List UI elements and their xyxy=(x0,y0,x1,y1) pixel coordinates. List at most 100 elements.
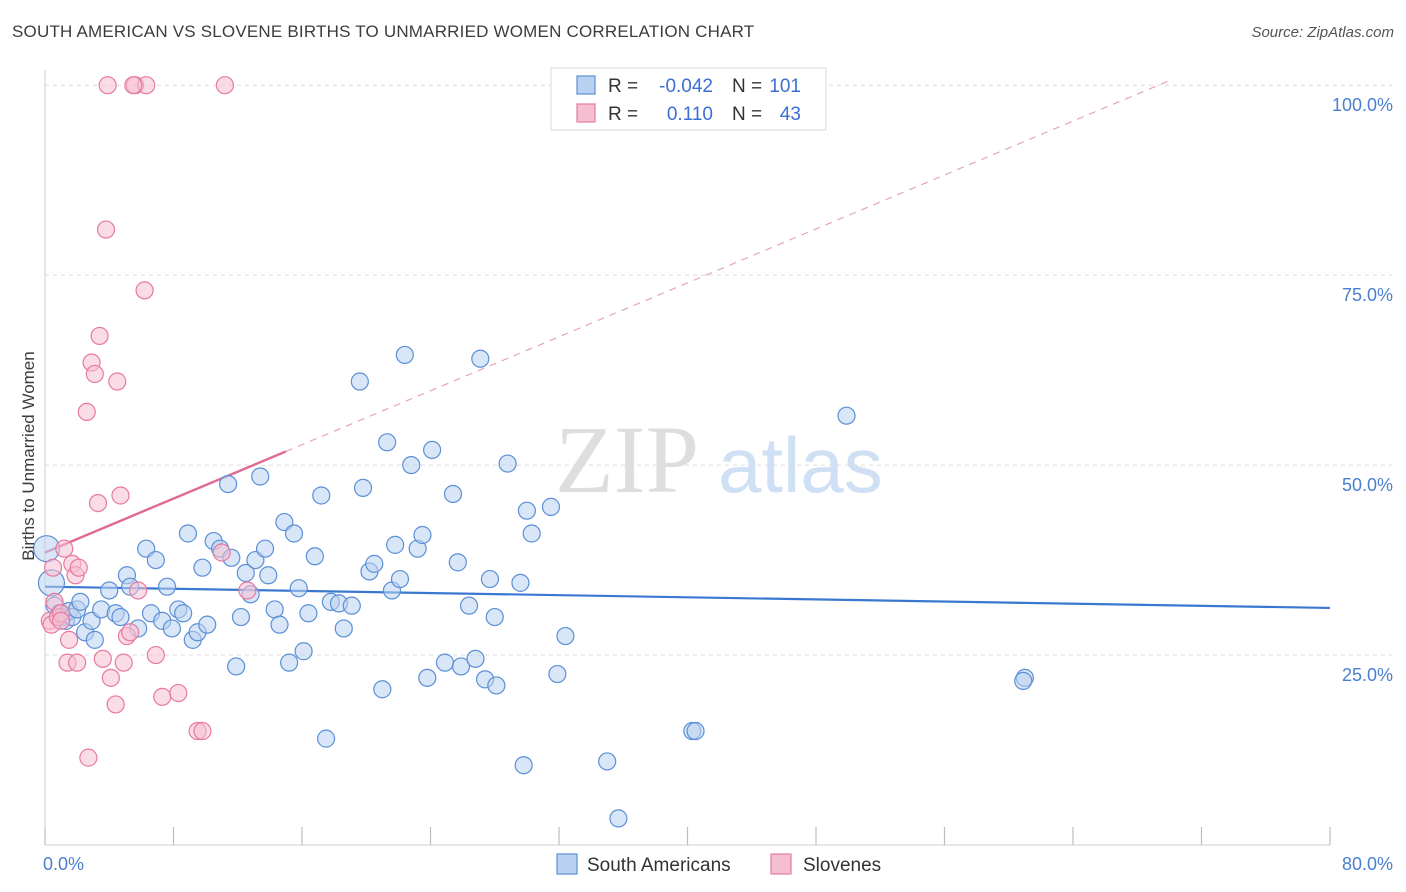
point-south-americans xyxy=(480,569,500,589)
legend-swatch-south-americans xyxy=(576,75,596,95)
legend-n-label-2: N = xyxy=(732,104,762,125)
y-tick-label-50: 50.0% xyxy=(1342,475,1393,495)
point-south-americans xyxy=(219,474,238,494)
point-slovenes xyxy=(43,558,63,577)
point-south-americans xyxy=(174,604,193,623)
point-south-americans xyxy=(609,809,628,828)
point-south-americans xyxy=(418,668,437,687)
point-slovenes xyxy=(59,630,79,649)
point-south-americans xyxy=(378,433,397,452)
point-south-americans xyxy=(270,615,289,634)
point-slovenes xyxy=(88,493,108,513)
point-slovenes xyxy=(238,581,257,600)
point-south-americans xyxy=(111,607,130,627)
point-south-americans xyxy=(541,497,561,516)
x-tick-label-min: 0.0% xyxy=(43,854,84,874)
point-south-americans xyxy=(548,664,567,684)
point-south-americans xyxy=(413,525,432,545)
point-south-americans xyxy=(598,752,617,771)
legend-n-value-1: 101 xyxy=(769,76,801,97)
point-south-americans xyxy=(423,440,442,460)
point-slovenes xyxy=(68,653,87,672)
point-south-americans xyxy=(514,756,533,775)
trend-lines xyxy=(44,80,1331,610)
point-south-americans xyxy=(71,592,90,611)
point-south-americans xyxy=(395,345,414,365)
point-south-americans xyxy=(85,630,104,649)
point-south-americans xyxy=(487,676,506,695)
point-slovenes xyxy=(69,558,88,577)
point-slovenes xyxy=(106,695,125,714)
point-south-americans xyxy=(448,553,467,572)
point-south-americans xyxy=(517,501,536,520)
point-south-americans xyxy=(350,372,369,391)
trend-line-slovenes-extension xyxy=(285,80,1170,452)
data-points xyxy=(33,76,1034,828)
point-south-americans xyxy=(227,657,246,676)
point-slovenes xyxy=(79,748,98,767)
y-tick-label-75: 75.0% xyxy=(1342,285,1393,305)
y-tick-label-25: 25.0% xyxy=(1342,665,1393,685)
point-slovenes xyxy=(77,402,96,422)
point-south-americans xyxy=(255,539,275,558)
bottom-legend-slovenes: Slovenes xyxy=(803,855,881,876)
point-south-americans xyxy=(1014,671,1033,690)
point-slovenes xyxy=(212,543,231,562)
point-south-americans xyxy=(280,653,299,672)
point-south-americans xyxy=(390,569,410,589)
bottom-swatch-slovenes xyxy=(770,853,792,875)
point-slovenes xyxy=(153,687,172,706)
point-south-americans xyxy=(193,558,212,577)
legend-n-value-2: 43 xyxy=(780,104,801,125)
point-slovenes xyxy=(114,653,133,672)
point-slovenes xyxy=(129,581,148,600)
point-south-americans xyxy=(100,581,119,600)
y-tick-label-100: 100.0% xyxy=(1332,95,1393,115)
point-south-americans xyxy=(373,680,392,699)
x-tick-label-max: 80.0% xyxy=(1342,854,1393,874)
point-south-americans xyxy=(231,607,251,627)
point-south-americans xyxy=(251,467,270,486)
point-south-americans xyxy=(157,577,177,596)
point-south-americans xyxy=(402,455,421,475)
point-slovenes xyxy=(51,611,71,630)
point-slovenes xyxy=(85,364,104,384)
point-slovenes xyxy=(90,326,109,346)
point-slovenes xyxy=(108,372,127,391)
point-south-americans xyxy=(265,600,284,619)
point-south-americans xyxy=(334,619,353,638)
point-south-americans xyxy=(259,566,278,585)
point-south-americans xyxy=(162,619,181,638)
point-south-americans xyxy=(198,615,217,634)
point-south-americans xyxy=(353,478,373,497)
point-slovenes xyxy=(93,649,112,668)
tick-labels: 25.0% 50.0% 75.0% 100.0% 0.0% 80.0% xyxy=(43,95,1393,874)
point-slovenes xyxy=(215,76,234,95)
point-south-americans xyxy=(451,657,471,676)
legend-swatch-slovenes xyxy=(576,103,596,123)
legend-r-label-1: R = xyxy=(608,76,638,97)
point-south-americans xyxy=(316,729,336,748)
point-south-americans xyxy=(522,524,541,543)
point-south-americans xyxy=(485,607,504,627)
point-south-americans xyxy=(146,550,165,570)
point-south-americans xyxy=(466,649,485,668)
point-south-americans xyxy=(284,524,304,543)
bottom-legend-south-americans: South Americans xyxy=(587,855,731,876)
point-slovenes xyxy=(55,539,74,558)
y-axis-label: Births to Unmarried Women xyxy=(19,351,38,560)
point-south-americans xyxy=(511,573,530,592)
point-south-americans xyxy=(365,554,384,573)
point-slovenes xyxy=(146,645,165,665)
axes xyxy=(44,70,1331,846)
trend-line-slovenes xyxy=(44,450,287,554)
point-south-americans xyxy=(236,563,255,583)
point-south-americans xyxy=(443,484,463,504)
point-south-americans xyxy=(471,349,490,368)
point-south-americans xyxy=(498,454,517,473)
point-south-americans xyxy=(178,524,198,543)
point-south-americans xyxy=(435,653,455,672)
correlation-legend: R = -0.042 N = 101 R = 0.110 N = 43 xyxy=(550,67,827,131)
point-south-americans xyxy=(312,486,331,505)
